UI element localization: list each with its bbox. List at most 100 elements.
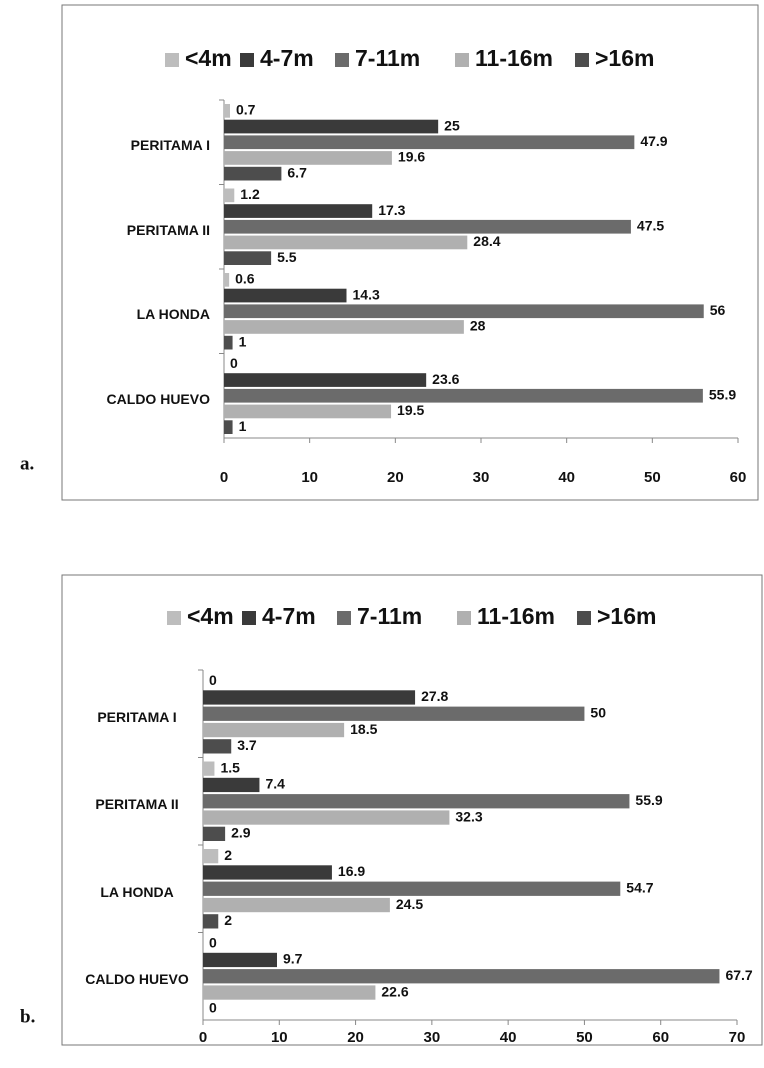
x-tick-label: 60 — [652, 1029, 669, 1046]
bar — [203, 881, 621, 896]
bar — [224, 219, 631, 234]
chart-frame — [61, 4, 759, 501]
bar — [224, 151, 392, 165]
value-label: 25 — [444, 117, 460, 133]
bar — [224, 388, 703, 403]
value-label: 28 — [470, 318, 486, 334]
bar — [203, 761, 215, 776]
panel-label: a. — [20, 453, 34, 474]
legend-label: 11-16m — [475, 45, 553, 71]
legend-swatch — [337, 611, 351, 625]
category-label-box: LA HONDA — [136, 306, 210, 323]
bar — [224, 373, 427, 387]
x-tick-label: 0 — [199, 1029, 207, 1046]
bar — [224, 235, 468, 250]
bar — [203, 810, 450, 825]
category-label: PERITAMA I — [130, 137, 210, 154]
bar — [203, 826, 226, 841]
value-label: 47.5 — [637, 217, 664, 233]
legend-swatch — [335, 53, 349, 67]
category-label: PERITAMA II — [95, 796, 179, 813]
value-label: 32.3 — [455, 808, 482, 824]
x-tick-label: 70 — [729, 1029, 746, 1046]
bar — [203, 690, 416, 705]
bar — [203, 777, 260, 793]
value-label: 1.5 — [220, 759, 240, 775]
x-tick-label: 10 — [301, 469, 318, 486]
x-tick-label: 40 — [500, 1029, 517, 1046]
value-label: 17.3 — [378, 202, 405, 218]
bar — [203, 969, 720, 984]
legend-label: >16m — [597, 603, 656, 629]
value-label: 19.5 — [397, 402, 424, 418]
value-label: 27.8 — [421, 688, 448, 704]
bar — [224, 251, 272, 265]
x-tick-label: 40 — [558, 469, 575, 486]
bar — [224, 304, 704, 319]
category-label-box: PERITAMA II — [95, 796, 179, 813]
legend-swatch — [240, 53, 254, 67]
value-label: 5.5 — [277, 249, 297, 265]
bar — [203, 739, 232, 754]
bar — [224, 288, 347, 303]
value-label: 55.9 — [709, 386, 736, 402]
value-label: 14.3 — [353, 286, 380, 302]
category-label-box: LA HONDA — [100, 884, 173, 900]
value-label: 54.7 — [626, 879, 653, 895]
value-label: 1 — [239, 333, 247, 349]
category-label-box: CALDO HUEVO — [85, 971, 189, 988]
legend-swatch — [577, 611, 591, 625]
x-tick-label: 20 — [387, 469, 404, 486]
legend-label: 7-11m — [355, 45, 420, 71]
category-label: LA HONDA — [136, 306, 210, 323]
bar — [224, 404, 392, 419]
bar — [203, 849, 219, 864]
legend-label: <4m — [185, 45, 232, 71]
legend-label: 4-7m — [260, 45, 314, 71]
value-label: 16.9 — [338, 863, 365, 879]
bar — [224, 166, 282, 181]
bar — [224, 135, 635, 150]
value-label: 67.7 — [725, 967, 752, 983]
value-label: 0.7 — [236, 102, 256, 118]
legend-swatch — [167, 611, 181, 625]
legend-label: >16m — [595, 45, 654, 71]
chart-frame — [61, 574, 763, 1046]
bar — [203, 722, 345, 738]
legend-label: 4-7m — [262, 603, 316, 629]
category-label-box: CALDO HUEVO — [107, 391, 210, 407]
category-label-box: PERITAMA II — [127, 222, 210, 238]
x-tick-label: 10 — [271, 1029, 288, 1046]
value-label: 3.7 — [237, 737, 257, 753]
value-label: 1 — [239, 418, 247, 434]
legend-swatch — [242, 611, 256, 625]
bar — [224, 420, 233, 434]
value-label: 0 — [209, 672, 217, 688]
bar — [203, 706, 585, 721]
value-label: 6.7 — [287, 164, 307, 180]
x-tick-label: 30 — [424, 1029, 441, 1046]
value-label: 28.4 — [473, 233, 500, 249]
value-label: 22.6 — [381, 983, 408, 999]
value-label: 18.5 — [350, 721, 377, 737]
bar — [224, 320, 464, 334]
legend-label: 7-11m — [357, 603, 422, 629]
value-label: 2 — [224, 912, 232, 928]
bar — [224, 188, 235, 203]
bar — [224, 104, 230, 118]
bar — [203, 794, 630, 809]
x-tick-label: 30 — [473, 469, 490, 486]
x-tick-label: 60 — [730, 469, 747, 486]
x-tick-label: 20 — [347, 1029, 364, 1046]
legend-swatch — [575, 53, 589, 67]
value-label: 0 — [209, 1000, 217, 1016]
value-label: 24.5 — [396, 896, 423, 912]
value-label: 0 — [230, 355, 238, 371]
value-label: 23.6 — [432, 371, 459, 387]
legend-label: <4m — [187, 603, 234, 629]
bar — [224, 204, 373, 218]
category-label: CALDO HUEVO — [85, 971, 189, 988]
category-label: PERITAMA I — [97, 708, 177, 725]
bar — [224, 119, 439, 134]
